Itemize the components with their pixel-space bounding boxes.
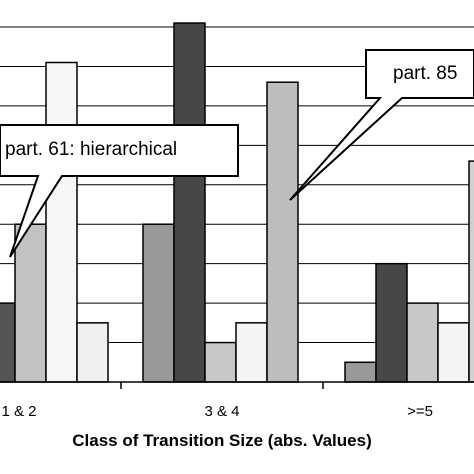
x-tick-label: 1 & 2 <box>1 403 36 420</box>
bar <box>142 223 175 383</box>
bar <box>0 302 16 383</box>
bar <box>235 322 268 383</box>
x-tick-label: >=5 <box>407 403 433 420</box>
callout-part-85: part. 85 <box>289 49 474 201</box>
bar <box>76 322 109 383</box>
bar <box>204 341 237 383</box>
x-tick-label: 3 & 4 <box>204 403 239 420</box>
bars <box>0 22 474 383</box>
bar <box>266 81 299 383</box>
bar <box>344 361 377 383</box>
bar <box>468 160 474 383</box>
x-axis <box>0 381 474 389</box>
callout-part-61: part. 61: hierarchical <box>0 124 239 258</box>
bar <box>437 322 470 383</box>
bar <box>14 223 47 383</box>
callout-part-61-box <box>0 124 239 258</box>
bar <box>406 302 439 383</box>
bar <box>375 262 408 383</box>
x-tick-labels: 1 & 2 3 & 4 >=5 <box>1 403 432 420</box>
bar <box>45 61 78 383</box>
bar <box>173 22 206 383</box>
callout-part-85-label: part. 85 <box>393 63 457 84</box>
callout-part-61-label: part. 61: hierarchical <box>5 139 177 160</box>
x-axis-title: Class of Transition Size (abs. Values) <box>72 431 371 450</box>
callout-part-85-box <box>289 49 474 201</box>
